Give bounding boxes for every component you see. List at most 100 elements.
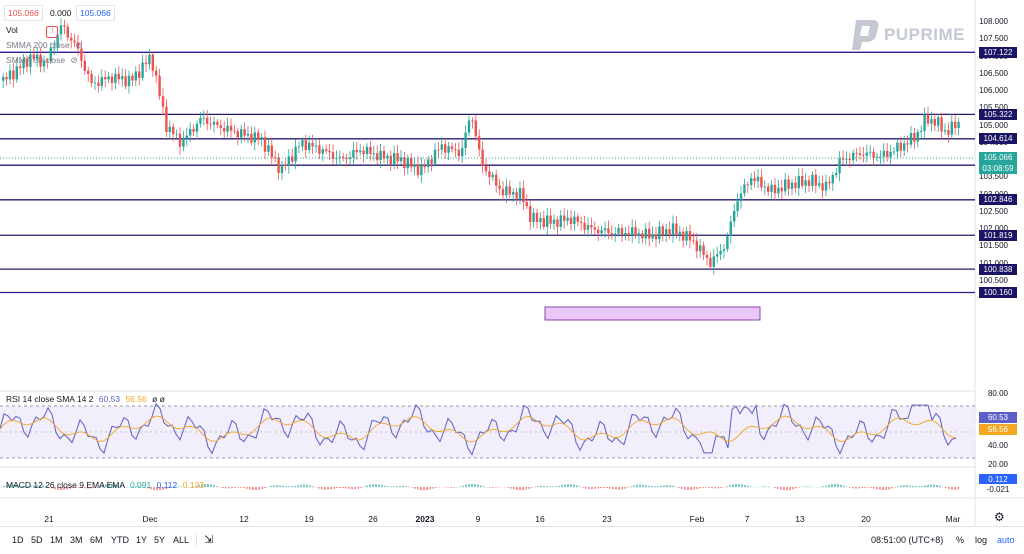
candle-body xyxy=(199,118,201,124)
candle-body xyxy=(699,245,701,251)
macd-histogram-bar xyxy=(618,487,620,490)
candle-body xyxy=(94,83,96,84)
auto-toggle[interactable]: auto xyxy=(997,535,1015,545)
macd-histogram-bar xyxy=(375,484,377,487)
timeframe-button-1d[interactable]: 1D xyxy=(12,535,24,545)
clock-time[interactable]: 08:51:00 (UTC+8) xyxy=(871,535,943,545)
rsi-badge: 60.53 xyxy=(979,412,1017,423)
percent-toggle[interactable]: % xyxy=(956,535,964,545)
candle-body xyxy=(175,134,177,135)
candle-body xyxy=(284,165,286,166)
macd-histogram-bar xyxy=(624,487,626,489)
macd-histogram-bar xyxy=(687,487,689,490)
price-left-pill[interactable]: 105.066 xyxy=(4,5,43,21)
candle-body xyxy=(369,147,371,154)
candle-body xyxy=(600,230,602,233)
candle-body xyxy=(594,227,596,229)
candle-body xyxy=(492,175,494,178)
timeframe-button-5y[interactable]: 5Y xyxy=(154,535,165,545)
macd-histogram-bar xyxy=(672,486,674,487)
candle-body xyxy=(770,185,772,192)
candle-body xyxy=(485,166,487,171)
price-right-pill[interactable]: 105.066 xyxy=(76,5,115,21)
macd-histogram-bar xyxy=(906,485,908,487)
macd-histogram-bar xyxy=(585,487,587,489)
macd-histogram-bar xyxy=(582,487,584,488)
eye-hidden-icon[interactable]: ⊘ xyxy=(70,55,77,65)
timeframe-button-6m[interactable]: 6M xyxy=(90,535,103,545)
macd-legend[interactable]: MACD 12 26 close 9 EMA EMA 0.091 0.112 0… xyxy=(6,480,204,490)
macd-histogram-bar xyxy=(525,487,527,490)
date-range-icon[interactable]: ⇲ xyxy=(204,533,213,546)
macd-histogram-bar xyxy=(303,485,305,488)
vol-legend[interactable]: Vol ! xyxy=(6,25,58,38)
warning-icon[interactable]: ! xyxy=(46,26,58,38)
candle-body xyxy=(104,77,106,79)
timeframe-button-1y[interactable]: 1Y xyxy=(136,535,147,545)
timeframe-button-ytd[interactable]: YTD xyxy=(111,535,129,545)
macd-histogram-bar xyxy=(642,485,644,487)
macd-histogram-bar xyxy=(702,487,704,488)
candle-body xyxy=(240,129,242,137)
candle-body xyxy=(529,206,531,222)
macd-histogram-bar xyxy=(903,485,905,487)
macd-histogram-bar xyxy=(738,484,740,487)
candle-body xyxy=(685,231,687,241)
smma200-legend[interactable]: SMMA 200 close ⊘ xyxy=(6,40,82,51)
rsi-legend[interactable]: RSI 14 close SMA 14 2 60.53 56.56 ø ø xyxy=(6,394,165,404)
macd-histogram-bar xyxy=(270,486,272,487)
macd-histogram-bar xyxy=(246,487,248,489)
candle-body xyxy=(923,114,925,130)
candle-body xyxy=(682,232,684,241)
settings-gear-icon[interactable]: ⚙ xyxy=(994,510,1005,524)
timeframe-button-all[interactable]: ALL xyxy=(173,535,189,545)
candle-body xyxy=(430,159,432,163)
macd-histogram-bar xyxy=(327,487,329,490)
candle-body xyxy=(505,186,507,195)
macd-histogram-bar xyxy=(735,484,737,487)
macd-histogram-bar xyxy=(252,487,254,490)
macd-histogram-bar xyxy=(453,487,455,488)
eye-hidden-icon[interactable]: ⊘ xyxy=(75,40,82,50)
timeframe-button-5d[interactable]: 5D xyxy=(31,535,43,545)
candle-body xyxy=(889,152,891,157)
candle-body xyxy=(624,233,626,234)
candle-body xyxy=(111,76,113,82)
level-badge: 101.819 xyxy=(979,230,1017,241)
candle-body xyxy=(396,153,398,161)
macd-histogram-bar xyxy=(933,485,935,488)
macd-histogram-bar xyxy=(711,487,713,488)
macd-histogram-bar xyxy=(762,487,764,488)
toolbar-divider xyxy=(196,533,197,547)
timeframe-button-1m[interactable]: 1M xyxy=(50,535,63,545)
candle-body xyxy=(838,158,840,173)
support-zone[interactable] xyxy=(545,307,760,320)
candle-body xyxy=(563,215,565,220)
macd-histogram-bar xyxy=(240,487,242,488)
macd-histogram-bar xyxy=(519,487,521,490)
smma50-legend[interactable]: SMMA 50 close ⊘ xyxy=(6,55,78,66)
macd-histogram-bar xyxy=(249,487,251,489)
candle-body xyxy=(645,229,647,239)
candle-body xyxy=(845,159,847,160)
macd-histogram-bar xyxy=(330,487,332,489)
macd-histogram-bar xyxy=(777,487,779,489)
candle-body xyxy=(192,129,194,132)
candle-body xyxy=(216,122,218,125)
macd-histogram-bar xyxy=(837,484,839,487)
candle-body xyxy=(60,25,62,34)
candle-body xyxy=(131,76,133,81)
log-toggle[interactable]: log xyxy=(975,535,987,545)
macd-histogram-bar xyxy=(231,487,233,488)
candle-body xyxy=(407,158,409,168)
candle-body xyxy=(264,137,266,152)
candle-body xyxy=(556,220,558,227)
candle-body xyxy=(495,175,497,186)
timeframe-button-3m[interactable]: 3M xyxy=(70,535,83,545)
rsi-extra: ø ø xyxy=(152,394,165,404)
candle-body xyxy=(152,55,154,71)
candle-body xyxy=(753,178,755,181)
macd-histogram-bar xyxy=(822,486,824,487)
macd-histogram-bar xyxy=(915,486,917,487)
